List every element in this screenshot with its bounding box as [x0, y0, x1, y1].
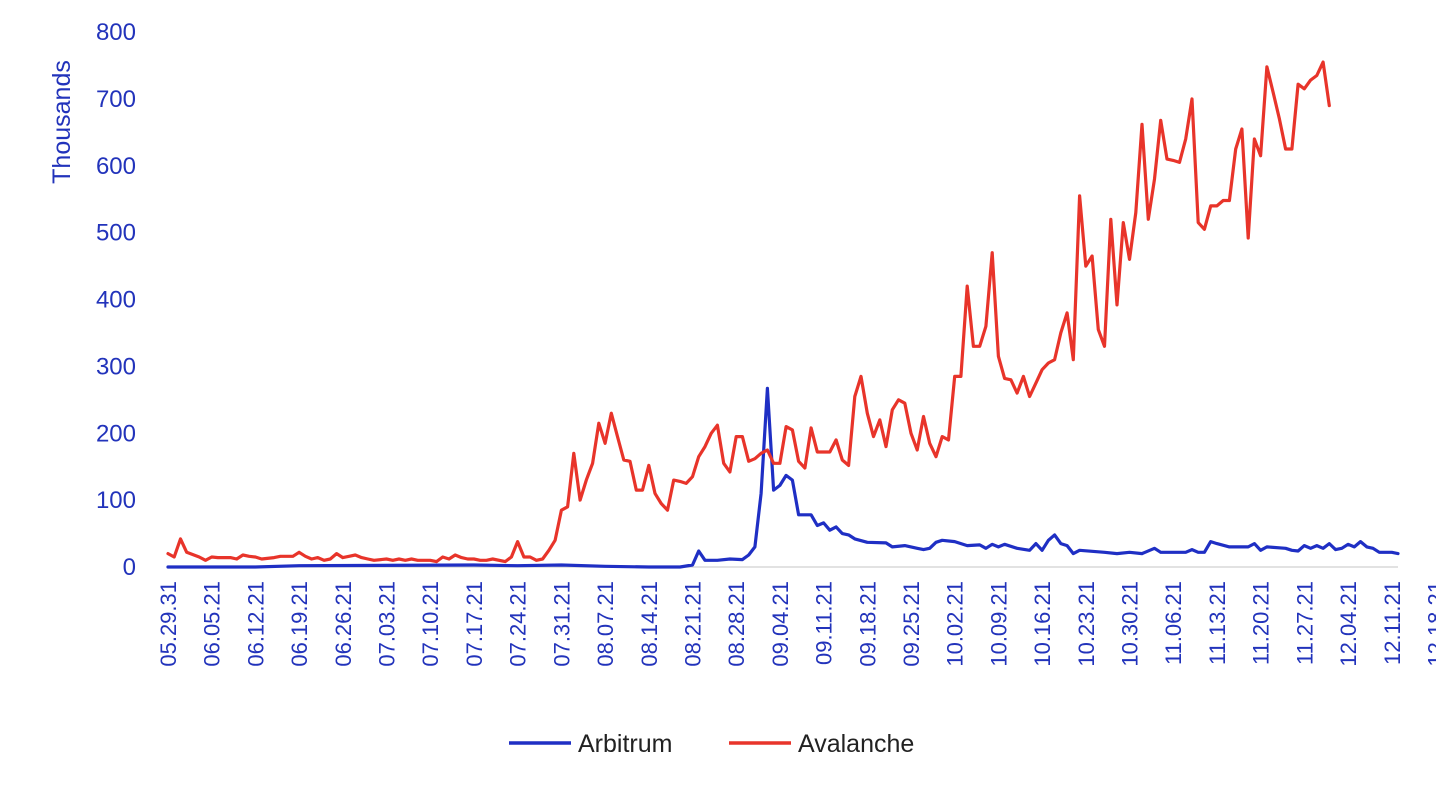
x-tick-label: 10.02.21: [943, 581, 968, 667]
x-tick-label: 06.19.21: [287, 581, 312, 667]
x-tick-label: 05.29.31: [156, 581, 181, 667]
x-tick-label: 09.11.21: [812, 581, 837, 665]
x-tick-label: 11.27.21: [1292, 581, 1317, 665]
y-axis-ticks: 0 100 200 300 400 500 600 700 800: [96, 19, 136, 581]
x-tick-label: 09.18.21: [855, 581, 880, 667]
x-tick-label: 08.14.21: [637, 581, 662, 667]
legend: Arbitrum Avalanche: [509, 730, 914, 758]
x-axis-ticks: 05.29.31 06.05.21 06.12.21 06.19.21 06.26.21…: [156, 581, 1436, 667]
series-line-avalanche: [166, 60, 1331, 564]
x-tick-label: 11.06.21: [1161, 581, 1186, 665]
x-tick-label: 07.10.21: [418, 581, 443, 667]
y-tick-label: 800: [96, 19, 136, 46]
series-line-arbitrum: [166, 386, 1400, 569]
y-tick-label: 700: [96, 86, 136, 113]
x-tick-label: 12.18.21: [1423, 581, 1436, 667]
x-tick-label: 07.17.21: [462, 581, 487, 667]
x-tick-label: 11.13.21: [1205, 581, 1230, 665]
x-tick-label: 06.26.21: [331, 581, 356, 667]
x-tick-label: 10.30.21: [1118, 581, 1143, 667]
x-tick-label: 09.04.21: [768, 581, 793, 667]
legend-label-avalanche: Avalanche: [798, 730, 914, 758]
legend-label-arbitrum: Arbitrum: [578, 730, 672, 758]
y-tick-label: 200: [96, 420, 136, 447]
x-tick-label: 09.25.21: [899, 581, 924, 667]
y-tick-label: 100: [96, 487, 136, 514]
x-tick-label: 07.03.21: [375, 581, 400, 667]
x-tick-label: 06.05.21: [200, 581, 225, 667]
x-tick-label: 12.04.21: [1336, 581, 1361, 667]
x-tick-label: 10.23.21: [1074, 581, 1099, 667]
y-axis-label: Thousands: [48, 60, 76, 184]
x-tick-label: 08.21.21: [680, 581, 705, 667]
x-tick-label: 07.31.21: [549, 581, 574, 667]
x-tick-label: 08.07.21: [593, 581, 618, 667]
x-tick-label: 07.24.21: [506, 581, 531, 667]
x-tick-label: 06.12.21: [243, 581, 268, 667]
y-tick-label: 500: [96, 220, 136, 247]
y-tick-label: 300: [96, 353, 136, 380]
y-tick-label: 400: [96, 287, 136, 314]
x-tick-label: 08.28.21: [724, 581, 749, 667]
y-tick-label: 600: [96, 153, 136, 180]
x-tick-label: 10.16.21: [1030, 581, 1055, 667]
x-tick-label: 11.20.21: [1249, 581, 1274, 665]
series-layer: [166, 60, 1400, 569]
y-tick-label: 0: [123, 554, 136, 581]
x-tick-label: 12.11.21: [1380, 581, 1405, 665]
x-tick-label: 10.09.21: [986, 581, 1011, 667]
